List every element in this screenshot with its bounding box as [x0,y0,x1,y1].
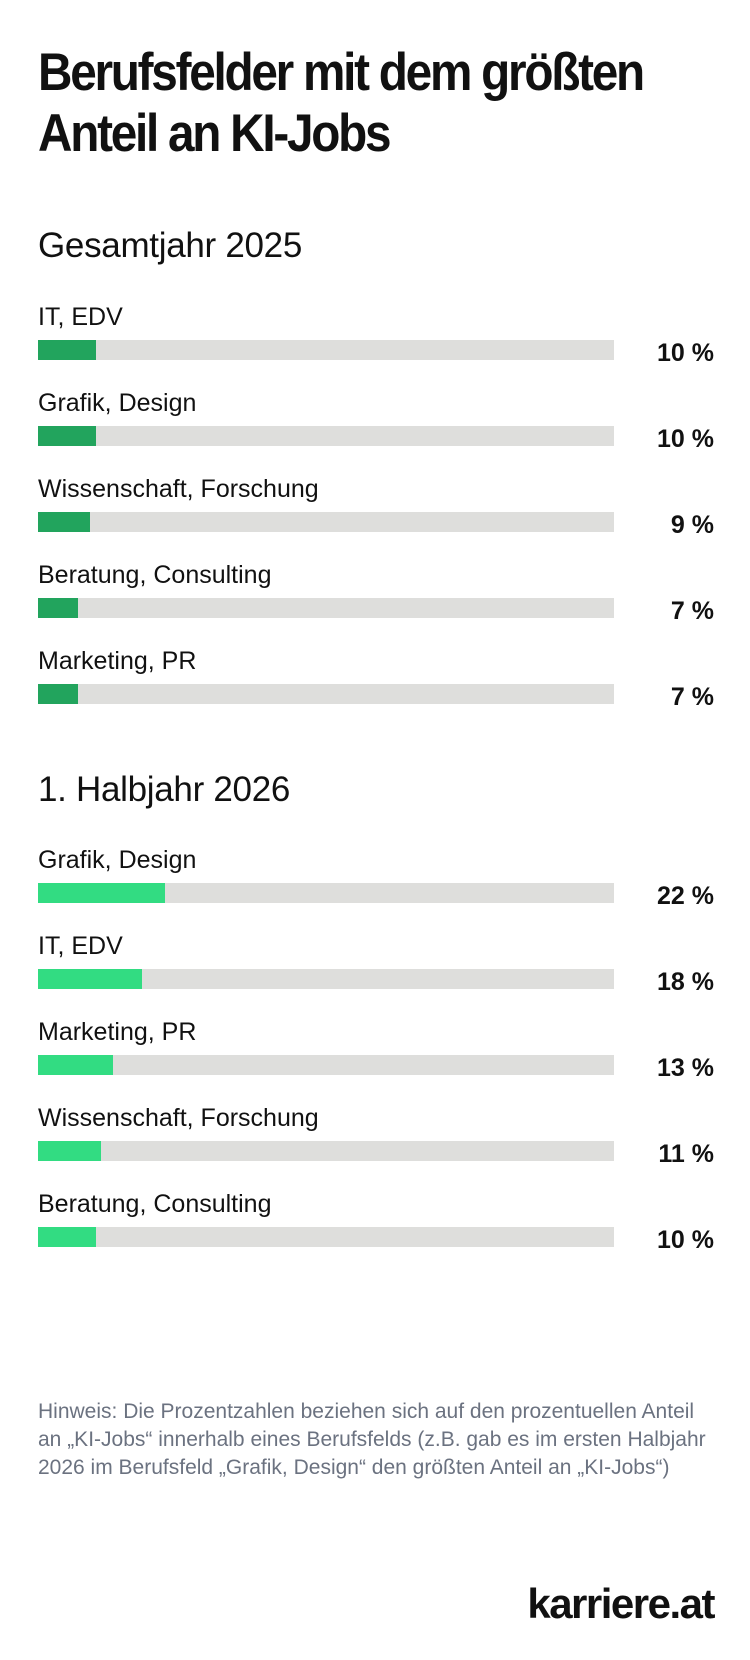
category-label: Grafik, Design [38,389,197,417]
bar [38,340,96,360]
value-label: 10 % [657,339,714,367]
category-label: Wissenschaft, Forschung [38,1104,319,1132]
bar-track [38,1227,614,1247]
bar [38,883,165,903]
category-label: Beratung, Consulting [38,1190,272,1218]
bar-track [38,883,614,903]
value-label: 22 % [657,882,714,910]
footnote: Hinweis: Die Prozentzahlen beziehen sich… [38,1400,706,1479]
bar-row: Beratung, Consulting 10 % [0,1189,750,1259]
value-label: 10 % [657,1226,714,1254]
bar-row: Marketing, PR 7 % [0,646,750,716]
karriere-logo: karriere.at [527,1580,715,1627]
bar [38,684,78,704]
value-label: 7 % [670,597,714,625]
category-label: IT, EDV [38,303,123,331]
bar-row: Grafik, Design 10 % [0,388,750,458]
bar [38,512,90,532]
page-title: Berufsfelder mit dem größten Anteil an K… [38,43,645,163]
bar-row: Beratung, Consulting 7 % [0,560,750,630]
bar [38,1141,101,1161]
bar-row: Wissenschaft, Forschung 11 % [0,1103,750,1173]
bar [38,426,96,446]
bar-track [38,1055,614,1075]
bar-row: IT, EDV 10 % [0,302,750,372]
bar [38,1055,113,1075]
bar [38,969,142,989]
bar-row: Grafik, Design 22 % [0,845,750,915]
category-label: Grafik, Design [38,846,197,874]
category-label: Marketing, PR [38,1018,197,1046]
bar-track [38,340,614,360]
value-label: 10 % [657,425,714,453]
bar-row: IT, EDV 18 % [0,931,750,1001]
value-label: 11 % [658,1140,714,1168]
bar-track [38,512,614,532]
bar-track [38,426,614,446]
section-title-2025: Gesamtjahr 2025 [38,226,302,265]
bar-row: Wissenschaft, Forschung 9 % [0,474,750,544]
category-label: Wissenschaft, Forschung [38,475,319,503]
category-label: Marketing, PR [38,647,197,675]
bar-row: Marketing, PR 13 % [0,1017,750,1087]
bar-track [38,969,614,989]
value-label: 13 % [657,1054,714,1082]
value-label: 7 % [670,683,714,711]
bar [38,1227,96,1247]
bar-track [38,598,614,618]
category-label: Beratung, Consulting [38,561,272,589]
value-label: 9 % [670,511,714,539]
bar-track [38,684,614,704]
bar-track [38,1141,614,1161]
category-label: IT, EDV [38,932,123,960]
section-title-2026: 1. Halbjahr 2026 [38,770,291,809]
value-label: 18 % [657,968,714,996]
bar [38,598,78,618]
